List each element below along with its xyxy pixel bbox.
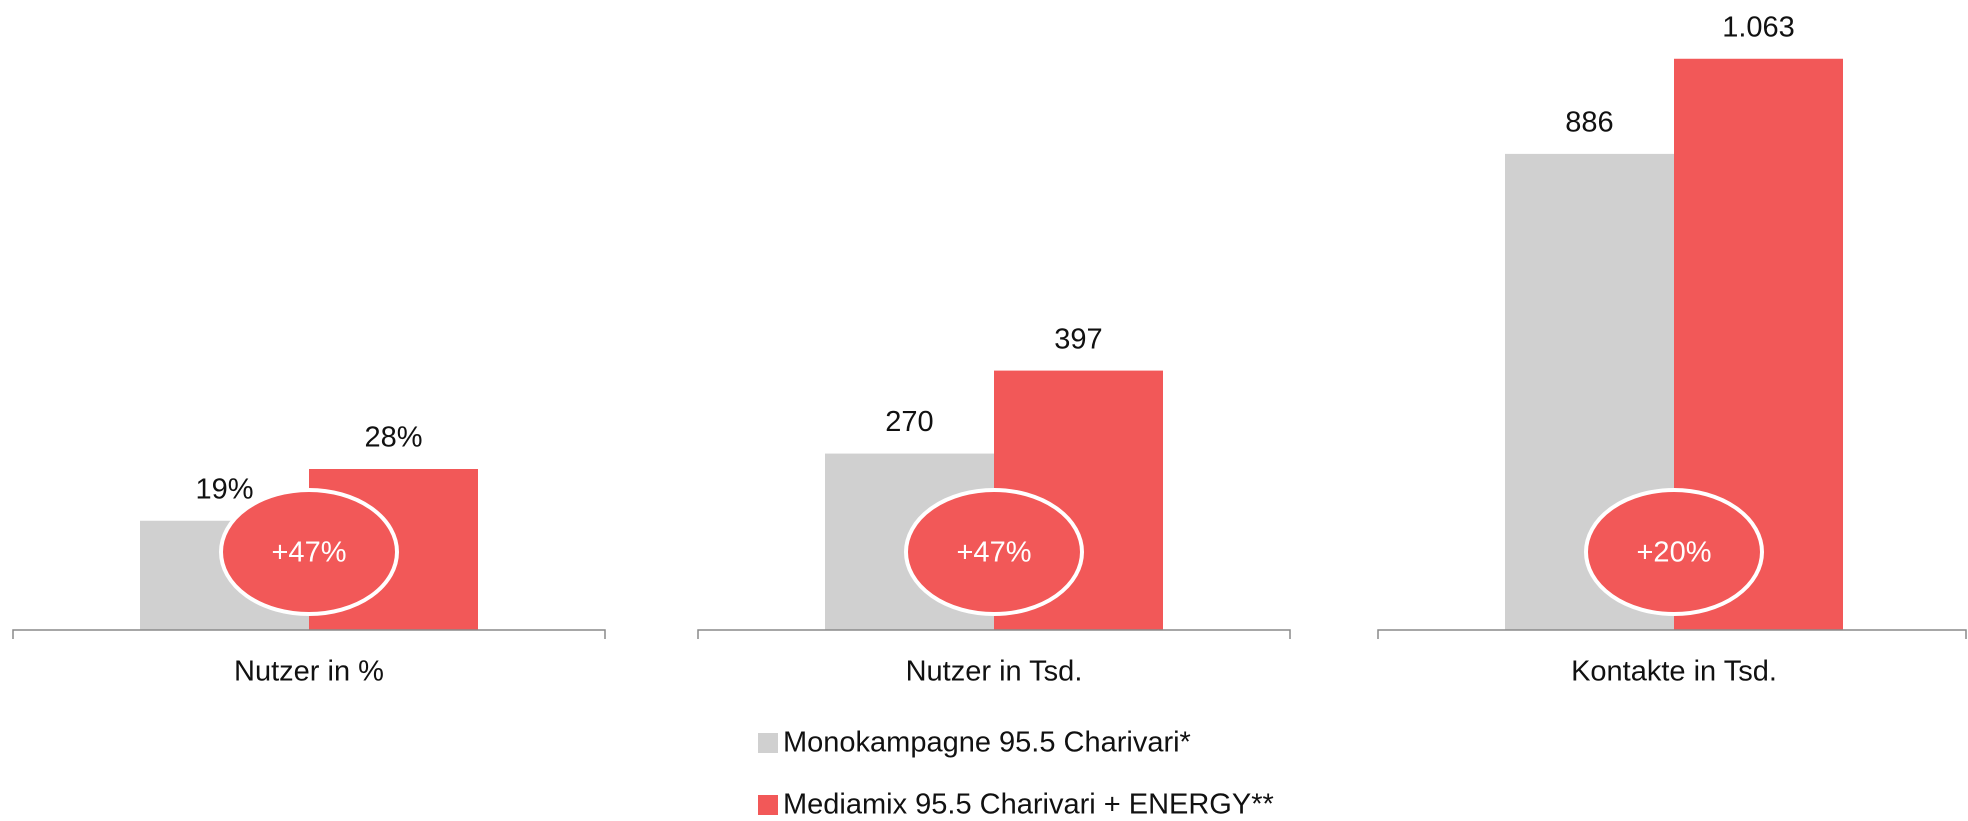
legend-swatch	[758, 733, 778, 753]
badge-label: +20%	[1637, 537, 1712, 569]
x-axis	[697, 629, 1291, 639]
legend-label: Monokampagne 95.5 Charivari*	[783, 727, 1191, 759]
value-label: 886	[1565, 107, 1613, 139]
x-axis	[12, 629, 606, 639]
badge	[1584, 488, 1764, 616]
value-label: 28%	[364, 422, 422, 454]
value-label: 19%	[195, 473, 253, 505]
x-axis	[1377, 629, 1967, 639]
x-axis-label: Nutzer in Tsd.	[906, 656, 1083, 688]
value-label: 397	[1054, 323, 1102, 355]
badge	[219, 488, 399, 616]
badge-label: +47%	[272, 537, 347, 569]
badge	[904, 488, 1084, 616]
x-axis-label: Nutzer in %	[234, 656, 384, 688]
legend-swatch	[758, 795, 778, 815]
legend-label: Mediamix 95.5 Charivari + ENERGY**	[783, 789, 1274, 821]
value-label: 1.063	[1722, 11, 1795, 43]
value-label: 270	[885, 406, 933, 438]
x-axis-label: Kontakte in Tsd.	[1571, 656, 1777, 688]
badge-label: +47%	[957, 537, 1032, 569]
